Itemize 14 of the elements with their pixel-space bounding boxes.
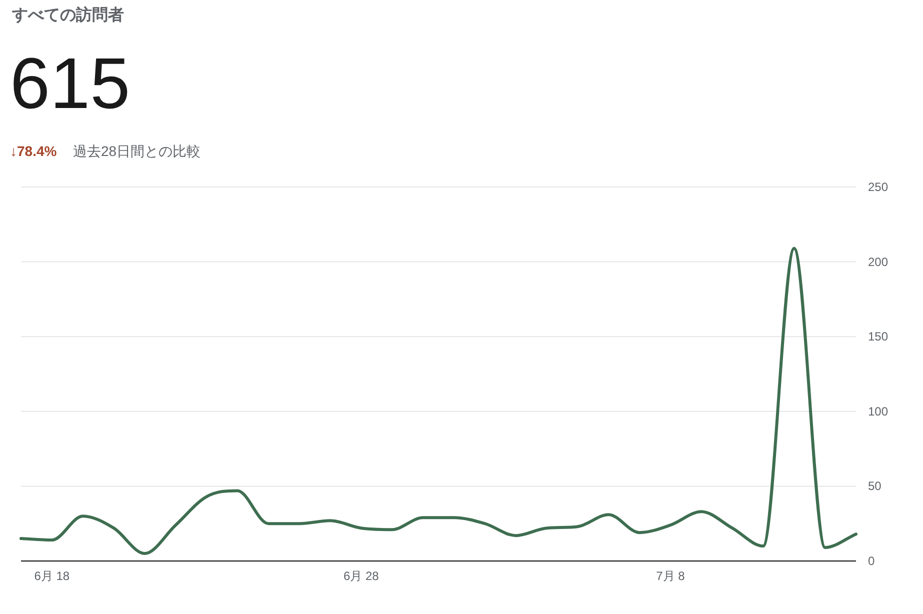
y-tick-label: 200	[868, 254, 888, 269]
x-tick-label: 7月 8	[656, 569, 686, 583]
chart-title: すべての訪問者	[11, 6, 124, 24]
text: ↓78.4%	[10, 143, 58, 159]
y-tick-label: 50	[868, 479, 882, 494]
text: 615	[10, 44, 130, 124]
x-tick-label: 6月 28	[344, 569, 380, 583]
y-tick-label: 0	[868, 554, 875, 568]
text: 過去28日間との比較	[73, 143, 201, 159]
x-tick-label: 6月 18	[34, 569, 70, 583]
y-tick-label: 100	[868, 404, 888, 418]
line-series	[20, 246, 858, 556]
y-tick-label: 250	[868, 180, 888, 194]
y-tick-label: 150	[868, 330, 888, 344]
